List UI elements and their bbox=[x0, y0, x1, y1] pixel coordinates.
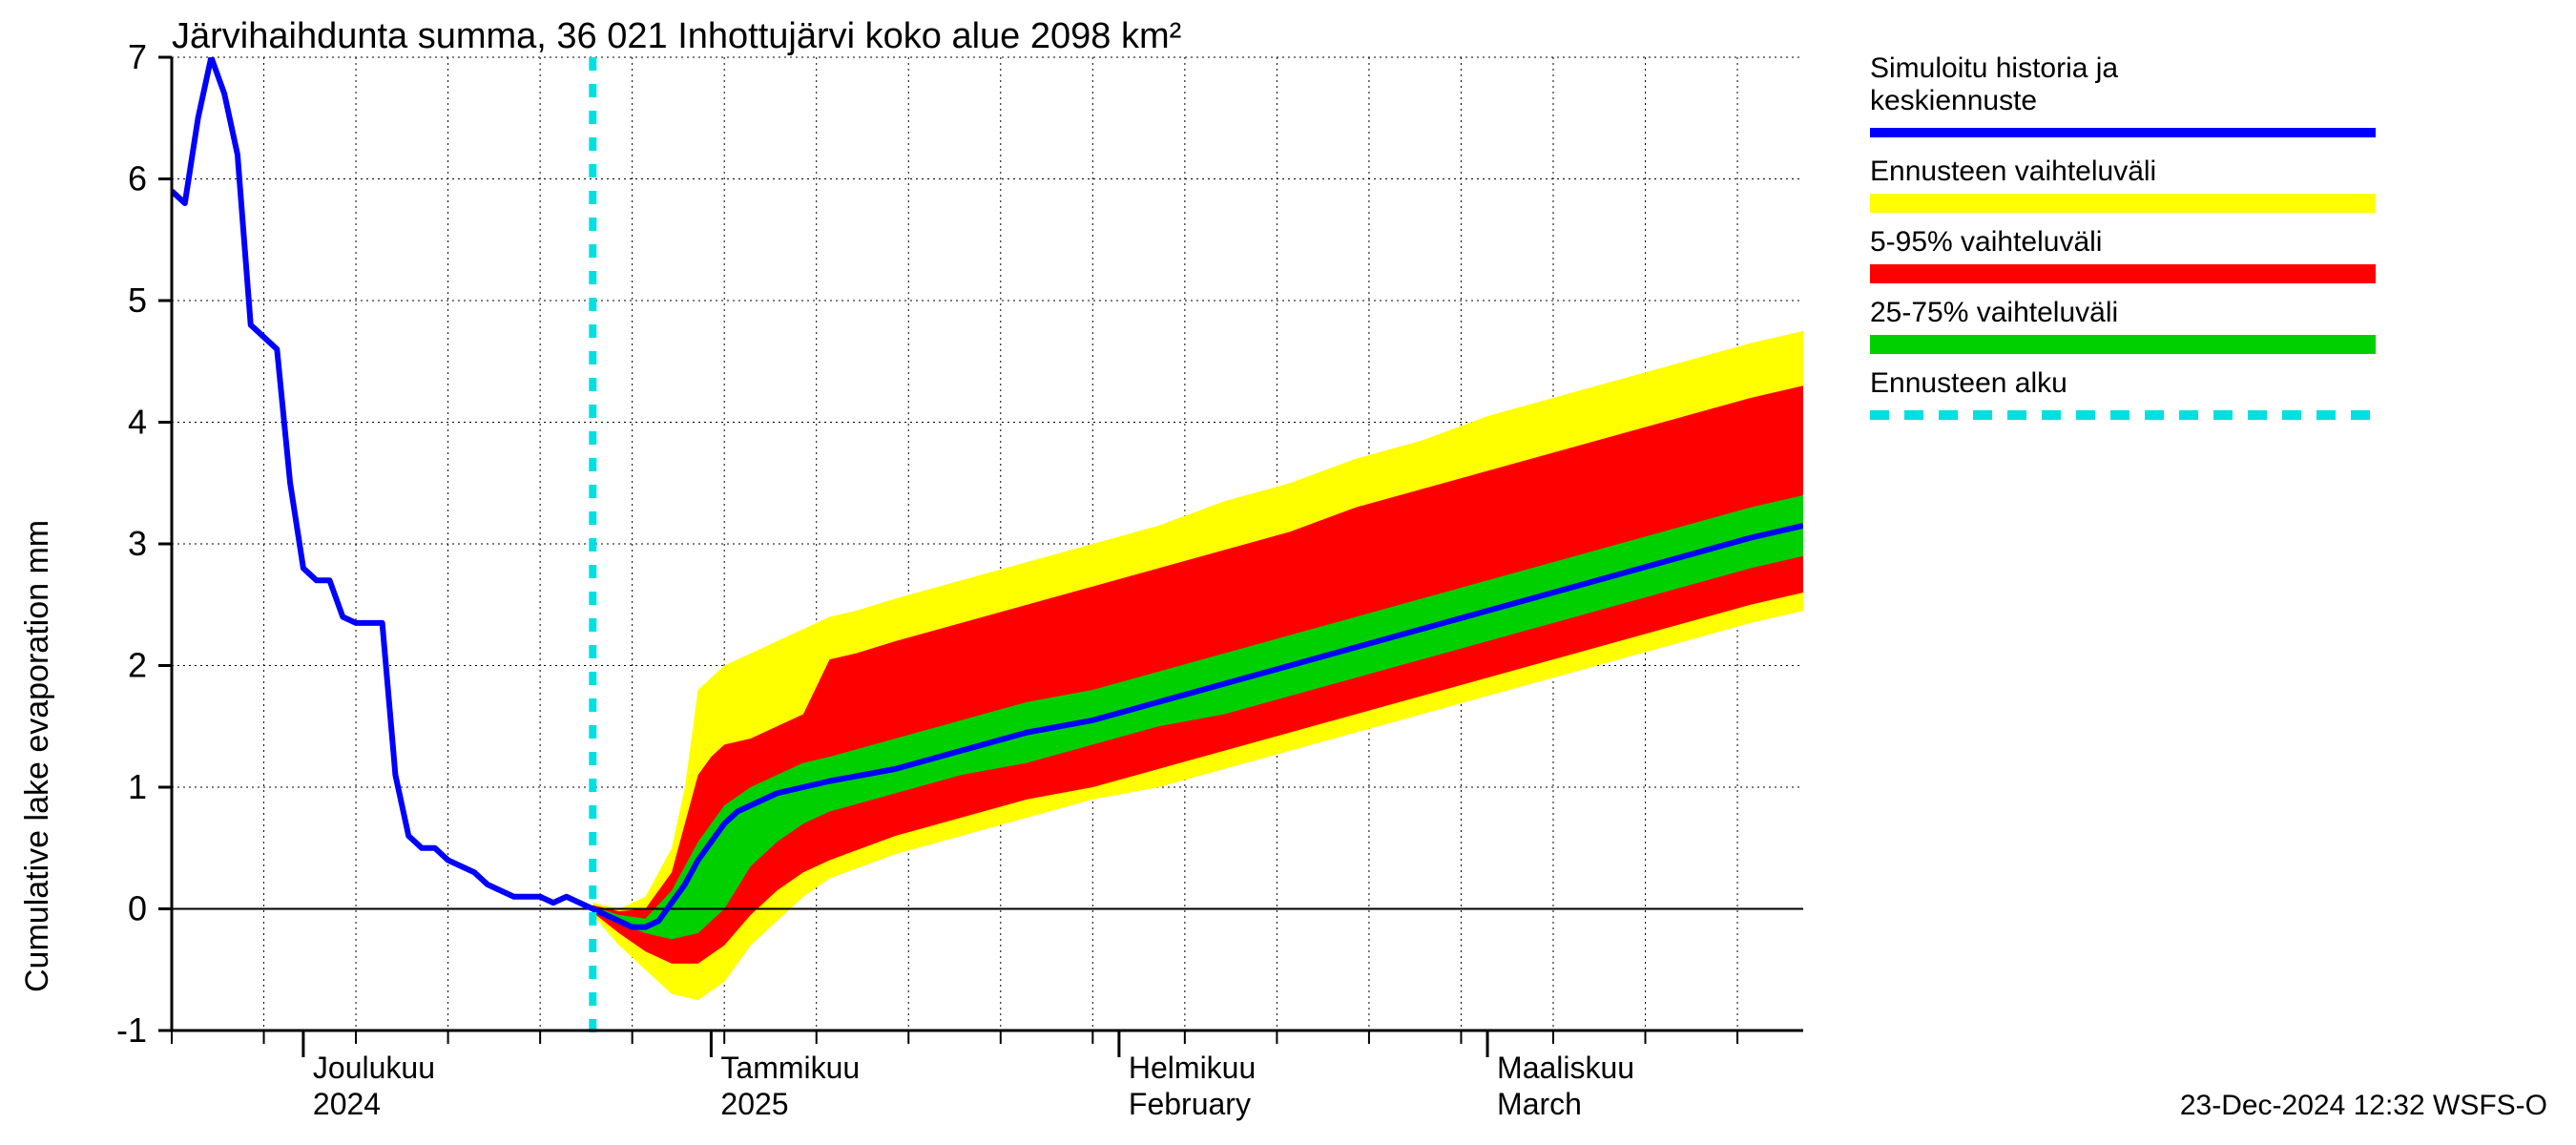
y-tick-label: 0 bbox=[128, 889, 147, 928]
x-month-label-fi: Helmikuu bbox=[1129, 1051, 1256, 1085]
y-tick-label: 7 bbox=[128, 37, 147, 76]
legend-label: Ennusteen alku bbox=[1870, 367, 2067, 399]
x-month-label-en: 2025 bbox=[720, 1087, 788, 1121]
legend-label: Ennusteen vaihteluväli bbox=[1870, 156, 2156, 187]
y-tick-label: 2 bbox=[128, 646, 147, 685]
y-tick-label: -1 bbox=[116, 1010, 147, 1050]
legend-label: Simuloitu historia ja bbox=[1870, 52, 2118, 84]
y-tick-label: 1 bbox=[128, 767, 147, 806]
legend-label: 5-95% vaihteluväli bbox=[1870, 226, 2102, 258]
y-tick-label: 3 bbox=[128, 524, 147, 563]
legend-swatch bbox=[1870, 264, 2376, 283]
y-tick-label: 4 bbox=[128, 403, 147, 442]
y-tick-label: 5 bbox=[128, 281, 147, 320]
legend-label: keskiennuste bbox=[1870, 85, 2037, 116]
x-month-label-en: March bbox=[1497, 1087, 1582, 1121]
chart-title: Järvihaihdunta summa, 36 021 Inhottujärv… bbox=[172, 16, 1181, 56]
y-axis-label: Cumulative lake evaporation mm bbox=[19, 520, 55, 992]
x-month-label-en: 2024 bbox=[313, 1087, 381, 1121]
y-tick-label: 6 bbox=[128, 159, 147, 198]
legend-swatch bbox=[1870, 194, 2376, 213]
chart-wrapper: -1 0 1 2 3 4 5 6 7 Joulukuu2024 Tammikuu2025 Helmik… bbox=[0, 0, 2576, 1145]
chart-svg: -1 0 1 2 3 4 5 6 7 Joulukuu2024 Tammikuu2025 Helmik… bbox=[0, 0, 2576, 1145]
x-month-label-fi: Tammikuu bbox=[720, 1051, 860, 1085]
x-month-label-fi: Joulukuu bbox=[313, 1051, 435, 1085]
footer-timestamp: 23-Dec-2024 12:32 WSFS-O bbox=[2180, 1090, 2547, 1121]
legend-label: 25-75% vaihteluväli bbox=[1870, 297, 2118, 328]
legend-swatch bbox=[1870, 335, 2376, 354]
x-month-label-fi: Maaliskuu bbox=[1497, 1051, 1634, 1085]
x-month-label-en: February bbox=[1129, 1087, 1251, 1121]
